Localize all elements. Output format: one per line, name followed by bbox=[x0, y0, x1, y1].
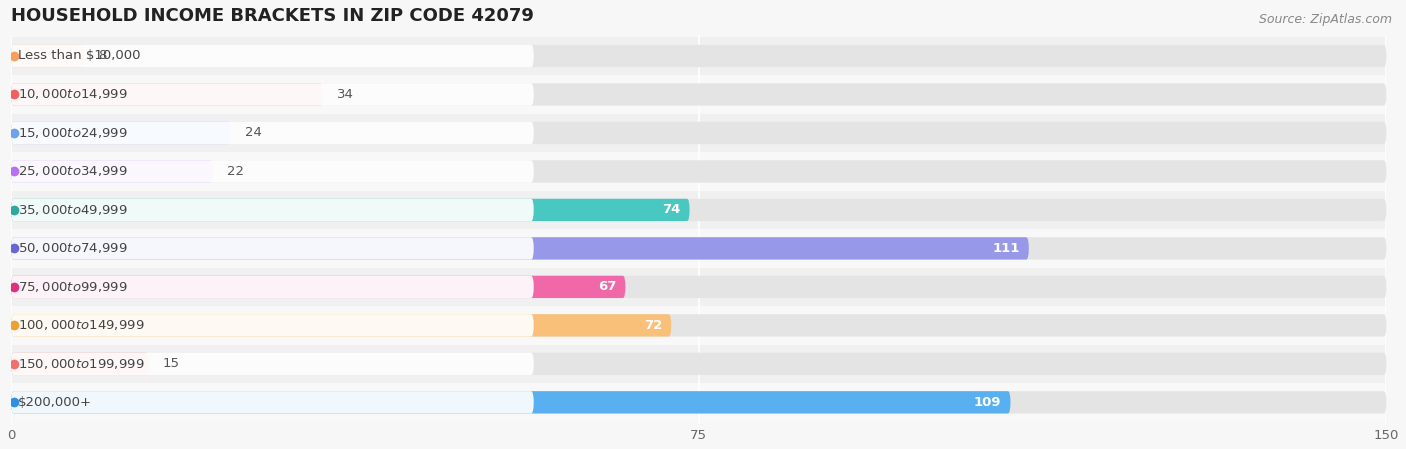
Text: 22: 22 bbox=[226, 165, 243, 178]
Bar bbox=[11, 345, 1386, 383]
FancyBboxPatch shape bbox=[11, 237, 1029, 260]
Text: Less than $10,000: Less than $10,000 bbox=[17, 49, 141, 62]
FancyBboxPatch shape bbox=[11, 199, 689, 221]
FancyBboxPatch shape bbox=[11, 353, 149, 375]
FancyBboxPatch shape bbox=[11, 314, 671, 337]
FancyBboxPatch shape bbox=[11, 391, 1011, 414]
Text: Source: ZipAtlas.com: Source: ZipAtlas.com bbox=[1258, 13, 1392, 26]
Text: $200,000+: $200,000+ bbox=[17, 396, 91, 409]
FancyBboxPatch shape bbox=[11, 276, 1386, 298]
FancyBboxPatch shape bbox=[11, 314, 1386, 337]
Text: 109: 109 bbox=[974, 396, 1001, 409]
Bar bbox=[11, 383, 1386, 422]
FancyBboxPatch shape bbox=[11, 276, 534, 298]
Bar bbox=[11, 75, 1386, 114]
Bar bbox=[11, 229, 1386, 268]
FancyBboxPatch shape bbox=[11, 84, 1386, 106]
FancyBboxPatch shape bbox=[11, 160, 212, 183]
Text: $150,000 to $199,999: $150,000 to $199,999 bbox=[17, 357, 143, 371]
Text: $75,000 to $99,999: $75,000 to $99,999 bbox=[17, 280, 127, 294]
FancyBboxPatch shape bbox=[11, 237, 1386, 260]
Text: 24: 24 bbox=[245, 127, 262, 140]
Bar bbox=[11, 114, 1386, 152]
FancyBboxPatch shape bbox=[11, 353, 534, 375]
FancyBboxPatch shape bbox=[11, 45, 1386, 67]
Text: $15,000 to $24,999: $15,000 to $24,999 bbox=[17, 126, 127, 140]
FancyBboxPatch shape bbox=[11, 391, 1386, 414]
FancyBboxPatch shape bbox=[11, 84, 323, 106]
FancyBboxPatch shape bbox=[11, 122, 231, 144]
FancyBboxPatch shape bbox=[11, 237, 534, 260]
FancyBboxPatch shape bbox=[11, 122, 1386, 144]
Bar bbox=[11, 37, 1386, 75]
Text: $25,000 to $34,999: $25,000 to $34,999 bbox=[17, 164, 127, 178]
FancyBboxPatch shape bbox=[11, 314, 534, 337]
Text: $35,000 to $49,999: $35,000 to $49,999 bbox=[17, 203, 127, 217]
FancyBboxPatch shape bbox=[11, 276, 626, 298]
Text: 8: 8 bbox=[98, 49, 107, 62]
Bar bbox=[11, 191, 1386, 229]
FancyBboxPatch shape bbox=[11, 160, 534, 183]
FancyBboxPatch shape bbox=[11, 122, 534, 144]
Text: HOUSEHOLD INCOME BRACKETS IN ZIP CODE 42079: HOUSEHOLD INCOME BRACKETS IN ZIP CODE 42… bbox=[11, 7, 534, 25]
Text: 72: 72 bbox=[644, 319, 662, 332]
Text: $10,000 to $14,999: $10,000 to $14,999 bbox=[17, 88, 127, 101]
Text: 111: 111 bbox=[993, 242, 1019, 255]
FancyBboxPatch shape bbox=[11, 160, 1386, 183]
Text: 34: 34 bbox=[336, 88, 353, 101]
FancyBboxPatch shape bbox=[11, 199, 534, 221]
Bar bbox=[11, 268, 1386, 306]
Bar bbox=[11, 306, 1386, 345]
FancyBboxPatch shape bbox=[11, 199, 1386, 221]
Bar bbox=[11, 152, 1386, 191]
FancyBboxPatch shape bbox=[11, 45, 534, 67]
FancyBboxPatch shape bbox=[11, 45, 84, 67]
Text: $50,000 to $74,999: $50,000 to $74,999 bbox=[17, 242, 127, 255]
FancyBboxPatch shape bbox=[11, 353, 1386, 375]
Text: 74: 74 bbox=[662, 203, 681, 216]
Text: 15: 15 bbox=[163, 357, 180, 370]
Text: $100,000 to $149,999: $100,000 to $149,999 bbox=[17, 318, 143, 332]
FancyBboxPatch shape bbox=[11, 391, 534, 414]
FancyBboxPatch shape bbox=[11, 84, 534, 106]
Text: 67: 67 bbox=[598, 280, 616, 293]
